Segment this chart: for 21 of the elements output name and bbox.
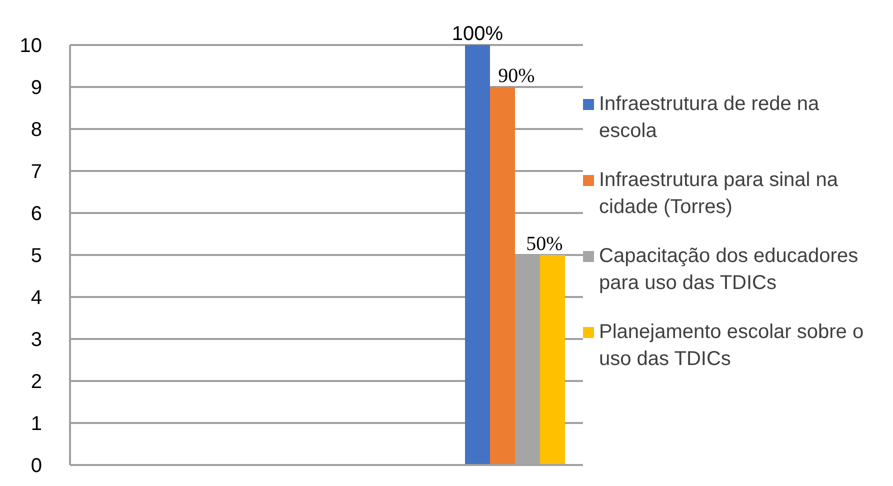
legend-label: Infraestrutura para sinal na cidade (Torres)	[599, 168, 840, 220]
annotation: 100%	[452, 23, 504, 45]
bar	[490, 87, 515, 465]
y-tick-label: 7	[30, 161, 42, 184]
legend-label: Capacitação dos educadores para uso das TDICs	[599, 244, 860, 296]
y-tick-label: 3	[30, 329, 42, 352]
legend-label: Infraestrutura de rede na escola	[599, 92, 820, 144]
y-tick-label: 10	[20, 35, 42, 58]
y-tick-label: 8	[30, 119, 42, 142]
y-tick-label: 9	[30, 77, 42, 100]
legend-label: Planejamento escolar sobre o uso das TDICs	[599, 320, 865, 372]
y-tick-label: 4	[30, 287, 42, 310]
bar	[465, 45, 490, 465]
y-tick-label: 6	[30, 203, 42, 226]
y-tick-label: 2	[30, 371, 42, 394]
bar	[540, 255, 565, 465]
y-tick-label: 0	[30, 455, 42, 478]
annotation: 90%	[498, 65, 535, 87]
y-tick-label: 1	[30, 413, 42, 436]
annotation: 50%	[526, 233, 563, 255]
y-tick-label: 5	[30, 245, 42, 268]
